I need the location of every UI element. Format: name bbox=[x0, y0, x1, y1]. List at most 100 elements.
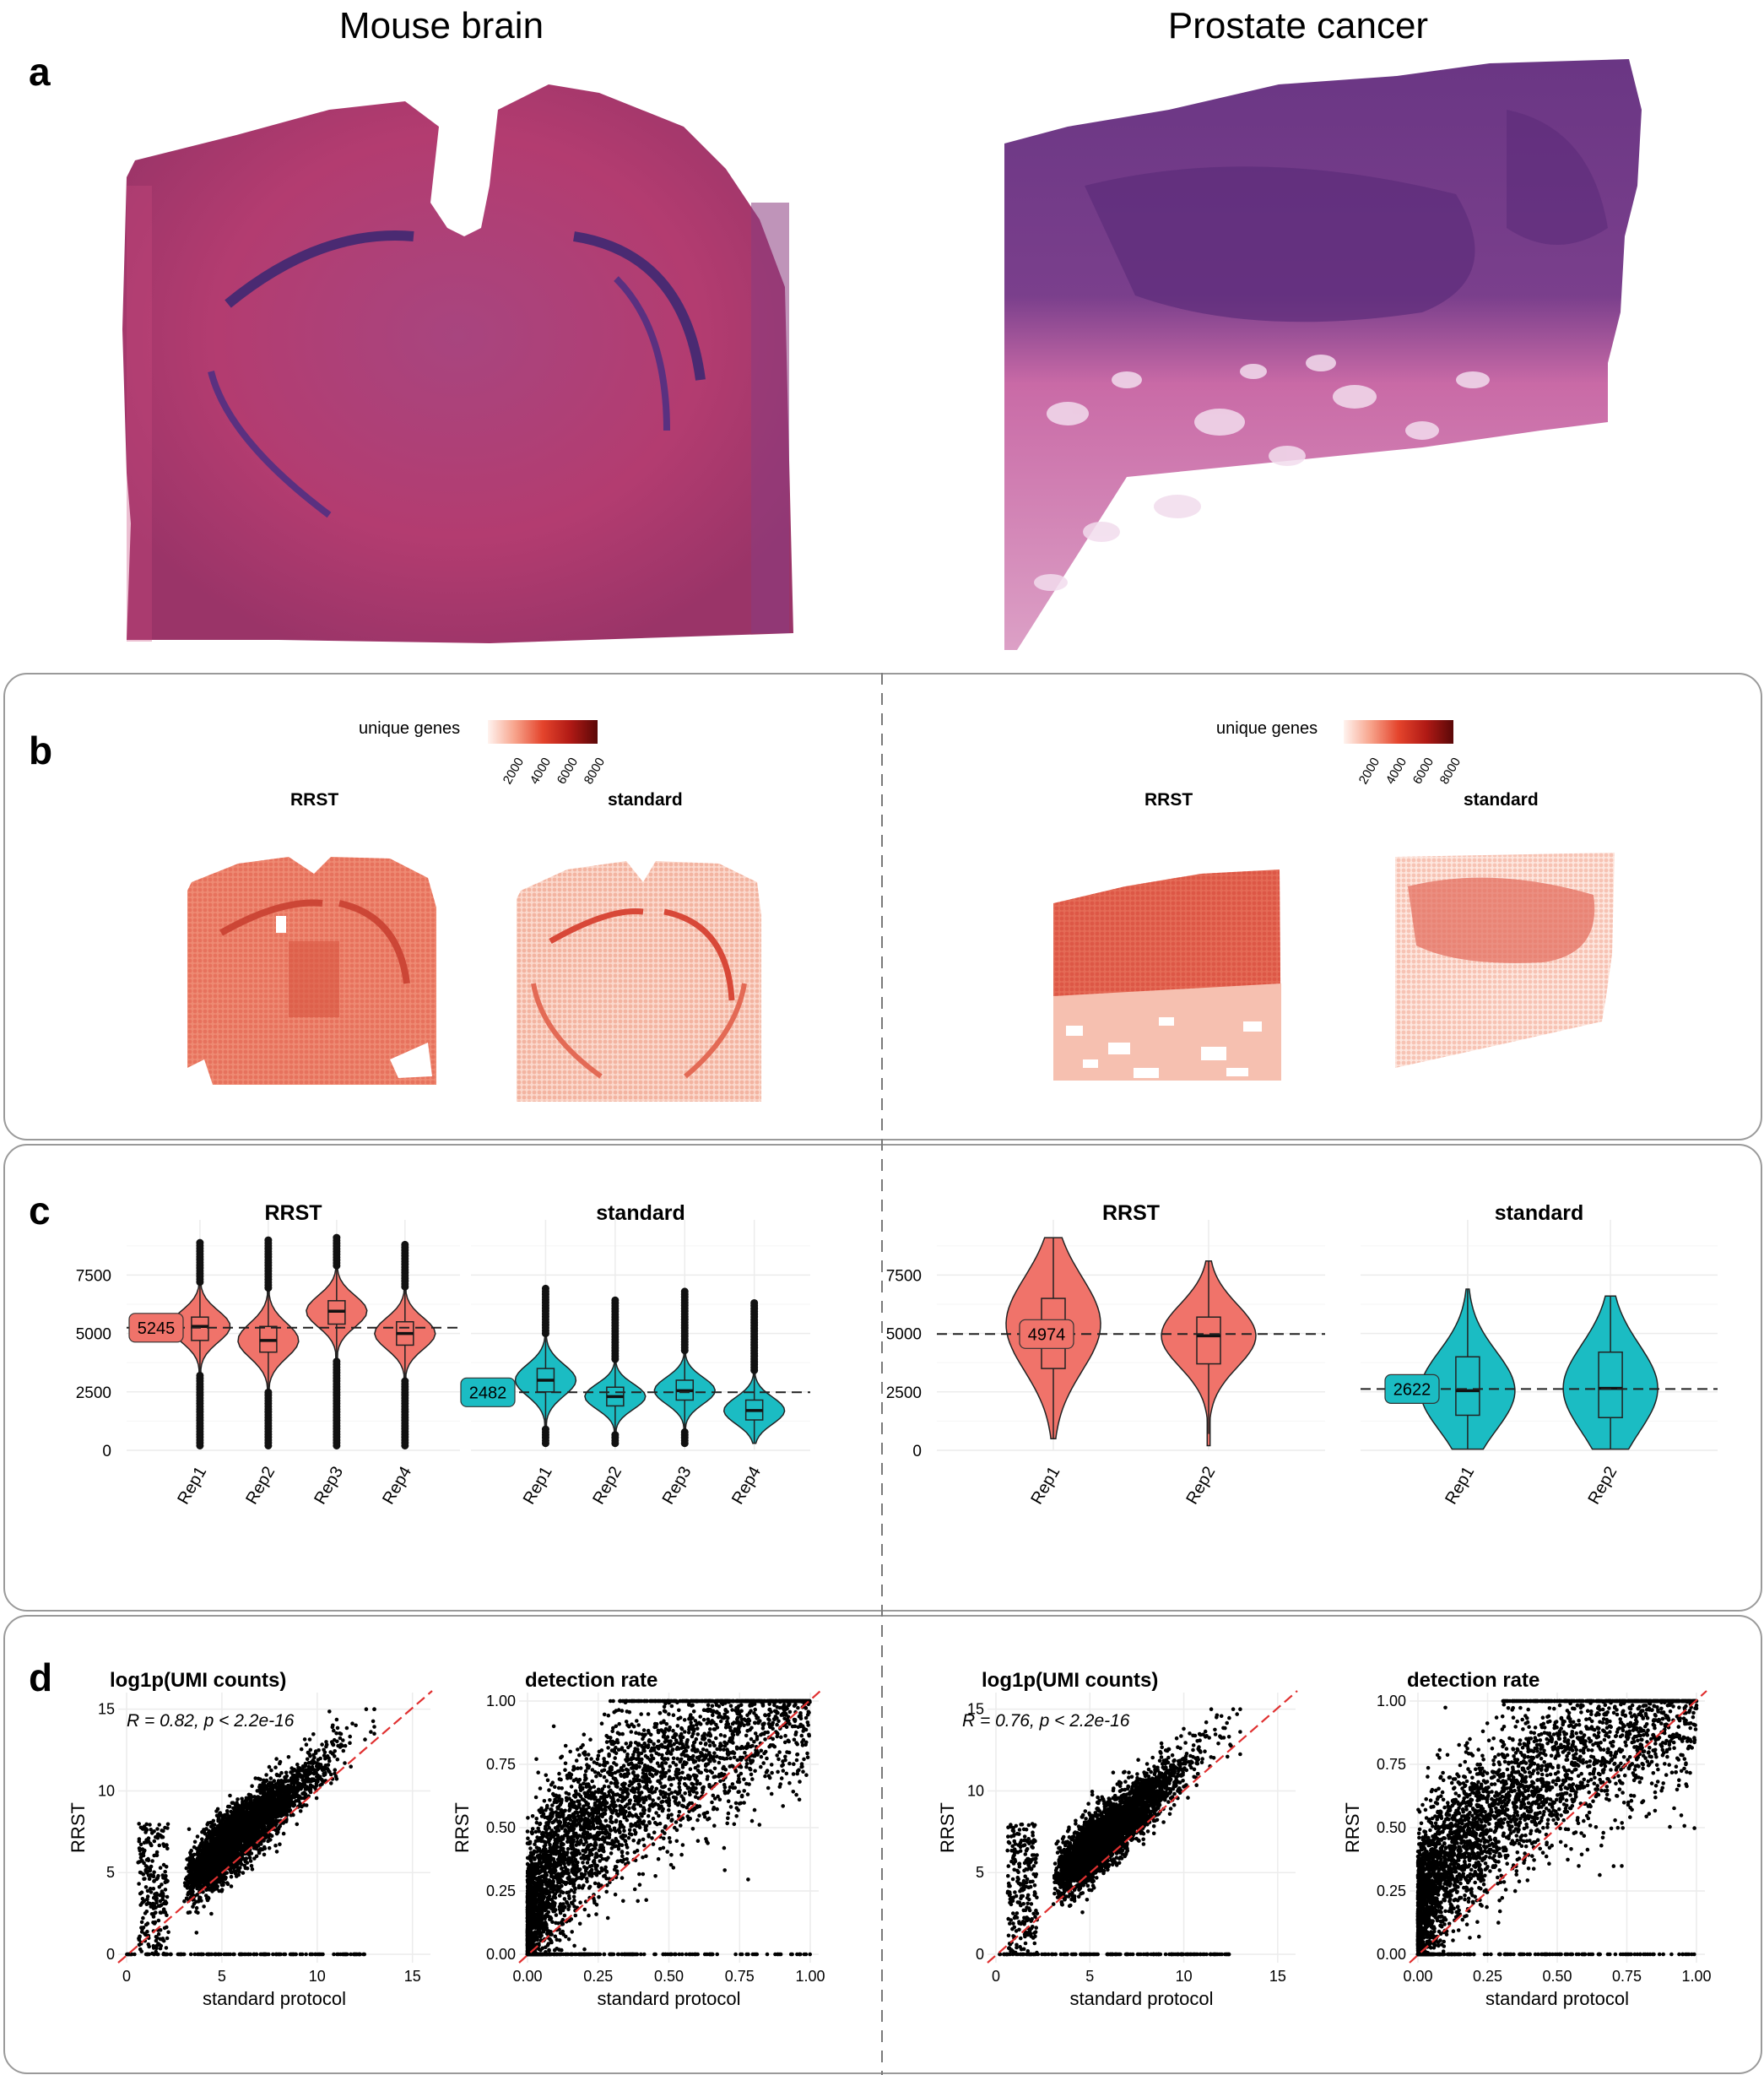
scatter-point bbox=[233, 1803, 238, 1807]
scatter-point bbox=[165, 1846, 170, 1851]
scatter-point bbox=[369, 1730, 373, 1734]
scatter-point bbox=[163, 1952, 167, 1957]
scatter-point bbox=[779, 1776, 784, 1780]
scatter-point bbox=[143, 1885, 149, 1889]
scatter-point bbox=[203, 1828, 207, 1832]
scatter-point bbox=[165, 1879, 170, 1884]
scatter-point bbox=[154, 1853, 160, 1858]
scatter-point bbox=[185, 1857, 189, 1861]
scatter-point bbox=[348, 1741, 352, 1745]
scatter-point bbox=[646, 1712, 651, 1716]
scatter-point bbox=[293, 1795, 298, 1799]
scatter-point bbox=[304, 1952, 308, 1957]
scatter-point bbox=[240, 1810, 245, 1815]
scatter-point bbox=[137, 1822, 141, 1826]
outlier-point bbox=[611, 1431, 620, 1439]
scatter-point bbox=[273, 1801, 279, 1807]
scatter-point bbox=[162, 1926, 167, 1931]
scatter-point bbox=[333, 1749, 338, 1753]
scatter-point bbox=[192, 1866, 198, 1871]
scatter-point bbox=[146, 1858, 151, 1863]
scatter-point bbox=[251, 1813, 255, 1818]
scatter-point bbox=[682, 1718, 687, 1722]
scatter-point bbox=[197, 1952, 202, 1957]
scatter-point bbox=[228, 1849, 232, 1854]
scatter-point bbox=[300, 1791, 305, 1796]
violin-category-label: Rep3 bbox=[311, 1464, 347, 1508]
scatter-point bbox=[137, 1937, 142, 1942]
scatter-point bbox=[200, 1845, 205, 1849]
scatter-point bbox=[162, 1909, 166, 1913]
legend-colorbar-left bbox=[488, 720, 598, 744]
scatter-point bbox=[252, 1832, 257, 1837]
scatter-point bbox=[205, 1952, 209, 1957]
scatter-point bbox=[194, 1905, 199, 1910]
scatter-point bbox=[255, 1809, 259, 1814]
scatter-point bbox=[743, 1751, 747, 1755]
outlier-point bbox=[680, 1428, 689, 1436]
scatter-title: log1p(UMI counts) bbox=[110, 1669, 286, 1692]
scatter-point bbox=[317, 1952, 322, 1957]
scatter-point bbox=[250, 1784, 254, 1788]
scatter-point bbox=[143, 1922, 149, 1927]
scatter-point bbox=[293, 1780, 298, 1784]
scatter-point bbox=[186, 1893, 190, 1897]
scatter-point bbox=[313, 1785, 317, 1791]
scatter-point bbox=[273, 1793, 278, 1797]
y-tick-label: 2500 bbox=[886, 1384, 922, 1402]
reference-label-box bbox=[1384, 1373, 1440, 1405]
scatter-point bbox=[229, 1884, 234, 1888]
scatter-point bbox=[190, 1881, 194, 1886]
scatter-point bbox=[316, 1762, 320, 1767]
scatter-point bbox=[262, 1791, 267, 1795]
scatter-point bbox=[675, 1757, 680, 1761]
scatter-point bbox=[210, 1889, 214, 1894]
scatter-point bbox=[701, 1785, 706, 1790]
x-tick-label: 5 bbox=[218, 1968, 226, 1985]
scatter-point bbox=[308, 1790, 313, 1795]
scatter-point bbox=[255, 1789, 260, 1793]
scatter-point bbox=[208, 1844, 214, 1849]
scatter-point bbox=[247, 1802, 252, 1807]
scatter-point bbox=[698, 1741, 703, 1746]
scatter-point bbox=[278, 1952, 282, 1957]
column-divider bbox=[881, 673, 883, 2075]
scatter-point bbox=[339, 1742, 344, 1747]
scatter-point bbox=[311, 1732, 316, 1736]
scatter-point bbox=[264, 1773, 268, 1777]
scatter-point bbox=[327, 1709, 332, 1714]
column-title-prostate-cancer: Prostate cancer bbox=[1167, 5, 1429, 46]
reference-label-box bbox=[460, 1377, 516, 1407]
scatter-point bbox=[242, 1857, 247, 1861]
x-tick-label: 10 bbox=[309, 1968, 326, 1985]
scatter-point bbox=[262, 1778, 266, 1783]
scatter-point bbox=[274, 1757, 279, 1761]
scatter-point bbox=[230, 1832, 235, 1836]
scatter-point bbox=[270, 1818, 275, 1823]
scatter-point bbox=[148, 1887, 153, 1891]
scatter-point bbox=[151, 1946, 156, 1950]
violin-title: standard bbox=[1495, 1201, 1584, 1225]
scatter-point bbox=[228, 1841, 232, 1845]
scatter-point bbox=[194, 1878, 198, 1883]
scatter-point bbox=[192, 1860, 196, 1864]
scatter-point bbox=[289, 1801, 293, 1807]
scatter-point bbox=[263, 1828, 268, 1834]
scatter-point bbox=[726, 1816, 730, 1821]
legend-ticks-right: 2000 4000 6000 8000 bbox=[1356, 756, 1464, 787]
y-tick-label: 0 bbox=[106, 1946, 115, 1963]
violin-category-label: Rep3 bbox=[659, 1464, 695, 1508]
scatter-point bbox=[372, 1707, 376, 1711]
scatter-point bbox=[283, 1952, 288, 1957]
scatter-point bbox=[190, 1888, 194, 1893]
violin-category-label: Rep1 bbox=[520, 1464, 556, 1508]
scatter-point bbox=[276, 1827, 281, 1831]
scatter-point bbox=[142, 1861, 146, 1866]
scatter-point bbox=[161, 1828, 165, 1834]
scatter-point bbox=[318, 1756, 322, 1761]
scatter-point bbox=[292, 1767, 297, 1772]
scatter-point bbox=[195, 1847, 199, 1851]
scatter-point bbox=[252, 1820, 257, 1825]
scatter-point bbox=[209, 1911, 214, 1916]
outlier-point bbox=[333, 1357, 341, 1366]
